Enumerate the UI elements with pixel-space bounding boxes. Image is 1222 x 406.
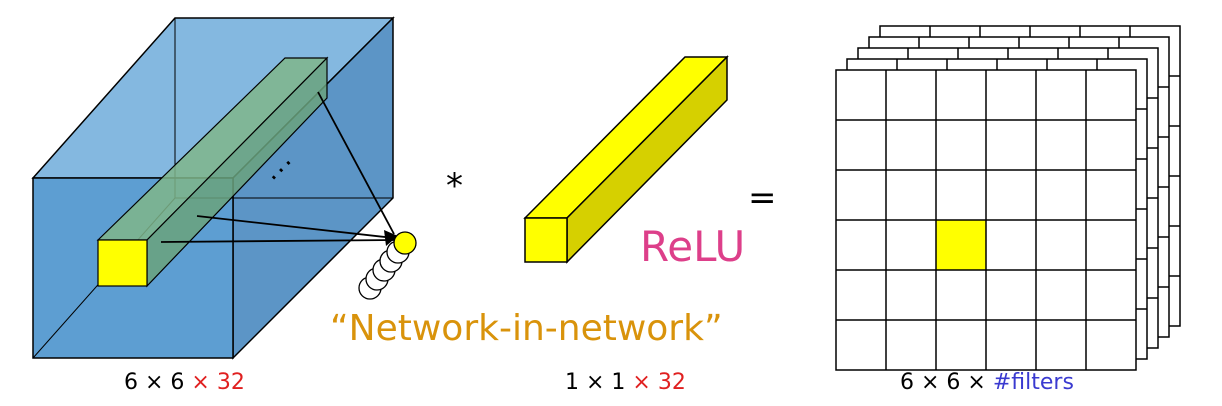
filter-caption: 1 × 1 × 32 xyxy=(565,370,686,395)
input-volume-dims: 6 × 6 xyxy=(124,370,191,395)
equals-operator: = xyxy=(748,178,777,218)
output-front-grid xyxy=(836,70,1136,370)
output-caption: 6 × 6 × #filters xyxy=(900,370,1074,395)
relu-label: ReLU xyxy=(640,222,745,271)
filter-front-face xyxy=(525,218,567,262)
neuron-highlight-circle xyxy=(394,232,416,254)
tube-front-cell xyxy=(98,240,147,286)
output-channels: #filters xyxy=(993,370,1074,395)
output-stack xyxy=(836,26,1180,370)
network-in-network-label: “Network-in-network” xyxy=(330,308,723,349)
filter-channels: × 32 xyxy=(632,370,685,395)
filter-dims: 1 × 1 xyxy=(565,370,632,395)
convolve-operator: * xyxy=(446,166,463,206)
output-dims: 6 × 6 × xyxy=(900,370,993,395)
highlighted-output-cell xyxy=(936,220,986,270)
input-volume-caption: 6 × 6 × 32 xyxy=(124,370,245,395)
input-volume-channels: × 32 xyxy=(191,370,244,395)
